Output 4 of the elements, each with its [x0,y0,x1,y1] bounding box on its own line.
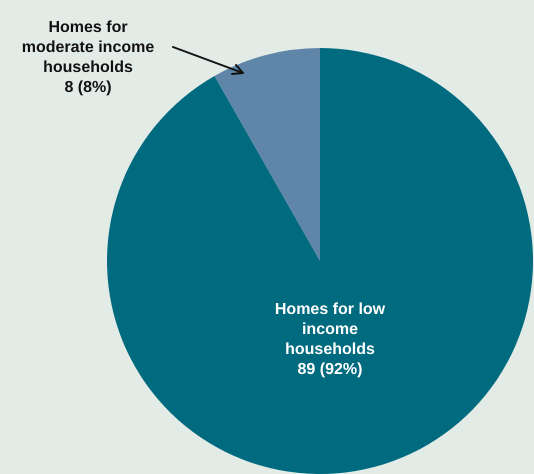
data-label: 89 (92%) [296,360,364,380]
slice-label: Homes for low income households [274,300,386,360]
slice-label: Homes for moderate income households [20,18,156,78]
data-label: 8 (8%) [63,78,113,98]
